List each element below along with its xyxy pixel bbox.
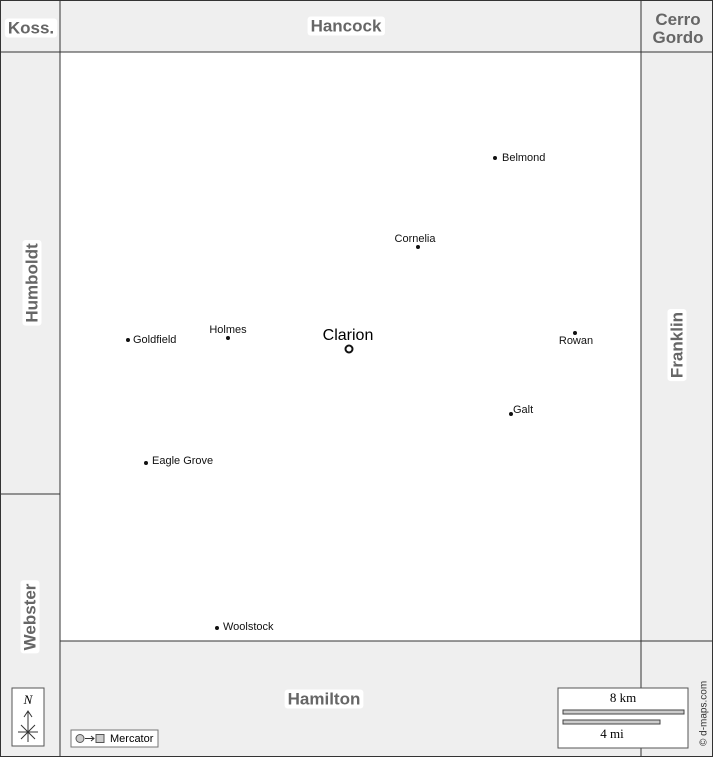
town-label: Woolstock (223, 621, 274, 633)
town-label: Rowan (559, 335, 593, 347)
town-marker (416, 245, 420, 249)
neighbor: Hamilton (284, 689, 364, 709)
town-label: Cornelia (395, 233, 437, 245)
neighbor-label: Cerro Gordo (653, 10, 704, 47)
neighbor: Koss. (4, 18, 58, 38)
seat-marker (344, 344, 354, 354)
town-marker (493, 156, 497, 160)
compass-rose (18, 710, 38, 742)
neighbor-label: Humboldt (22, 243, 41, 323)
neighbor-label: Hancock (311, 16, 382, 35)
label-bg (307, 16, 385, 36)
label-bg (20, 580, 40, 654)
neighbor-label: Webster (20, 583, 39, 650)
neighbor-label-line: Cerro (655, 10, 700, 29)
neighbor-label: Hamilton (288, 689, 361, 708)
projection-icon (75, 734, 85, 743)
projection-arrow (85, 735, 95, 742)
label-bg (22, 240, 42, 326)
town-marker (226, 336, 230, 340)
label-bg (667, 308, 687, 382)
scale-box (557, 687, 689, 749)
town-label: Eagle Grove (152, 455, 213, 467)
scale-imperial: 4 mi (600, 726, 624, 741)
neighbor: Hancock (307, 16, 385, 36)
town-marker (509, 412, 513, 416)
neighbor: Webster (20, 580, 40, 654)
neighbor: Humboldt (22, 240, 42, 326)
projection-label: Mercator (110, 733, 154, 745)
credit: © d-maps.com (699, 681, 710, 746)
scale-bar (562, 709, 685, 715)
town-label: Goldfield (133, 334, 176, 346)
town-label: Holmes (209, 324, 247, 336)
scale-metric: 8 km (610, 690, 636, 705)
compass-label: N (23, 692, 34, 707)
projection-icon (95, 734, 105, 743)
neighbor-label-line: Gordo (653, 28, 704, 47)
label-bg (284, 689, 364, 709)
town-marker (215, 626, 219, 630)
town-label: Belmond (502, 152, 545, 164)
label-bg (4, 18, 58, 38)
town-label: Galt (513, 404, 533, 416)
town-marker (144, 461, 148, 465)
neighbor-label: Koss. (8, 18, 54, 37)
town-marker (126, 338, 130, 342)
neighbor-label: Franklin (667, 312, 686, 378)
projection-box (70, 729, 159, 748)
neighbor: Franklin (667, 308, 687, 382)
town-marker (573, 331, 577, 335)
scale-bar (562, 719, 661, 725)
seat-label: Clarion (323, 327, 374, 344)
